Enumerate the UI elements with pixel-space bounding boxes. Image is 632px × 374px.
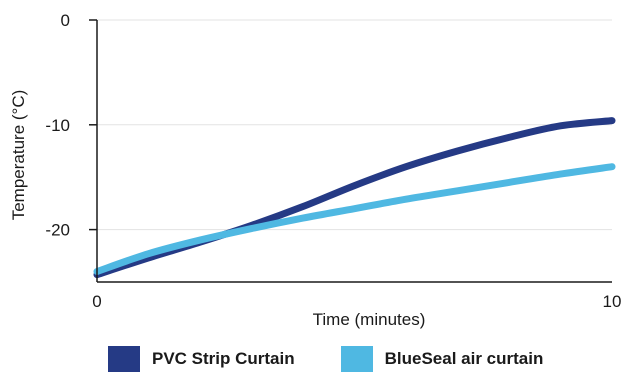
x-tick-label-1: 10 [603, 292, 622, 311]
y-tick-label-0: 0 [61, 11, 70, 30]
y-tick-label-2: -20 [45, 221, 70, 240]
series-line-pvc-strip-curtain [97, 121, 612, 275]
gridlines [97, 20, 612, 230]
legend-item-blueseal: BlueSeal air curtain [341, 346, 544, 372]
legend-label-pvc: PVC Strip Curtain [152, 349, 295, 369]
legend-swatch-pvc [108, 346, 140, 372]
legend-swatch-blueseal [341, 346, 373, 372]
y-axis-title: Temperature (°C) [9, 90, 28, 221]
x-axis-title: Time (minutes) [313, 310, 426, 329]
x-tick-label-0: 0 [92, 292, 101, 311]
series-lines [97, 121, 612, 275]
legend: PVC Strip Curtain BlueSeal air curtain [108, 344, 589, 374]
axes [89, 20, 612, 282]
y-tick-label-1: -10 [45, 116, 70, 135]
legend-label-blueseal: BlueSeal air curtain [385, 349, 544, 369]
line-chart: 0 -10 -20 0 10 Temperature (°C) Time (minute… [0, 0, 632, 340]
legend-item-pvc: PVC Strip Curtain [108, 346, 295, 372]
